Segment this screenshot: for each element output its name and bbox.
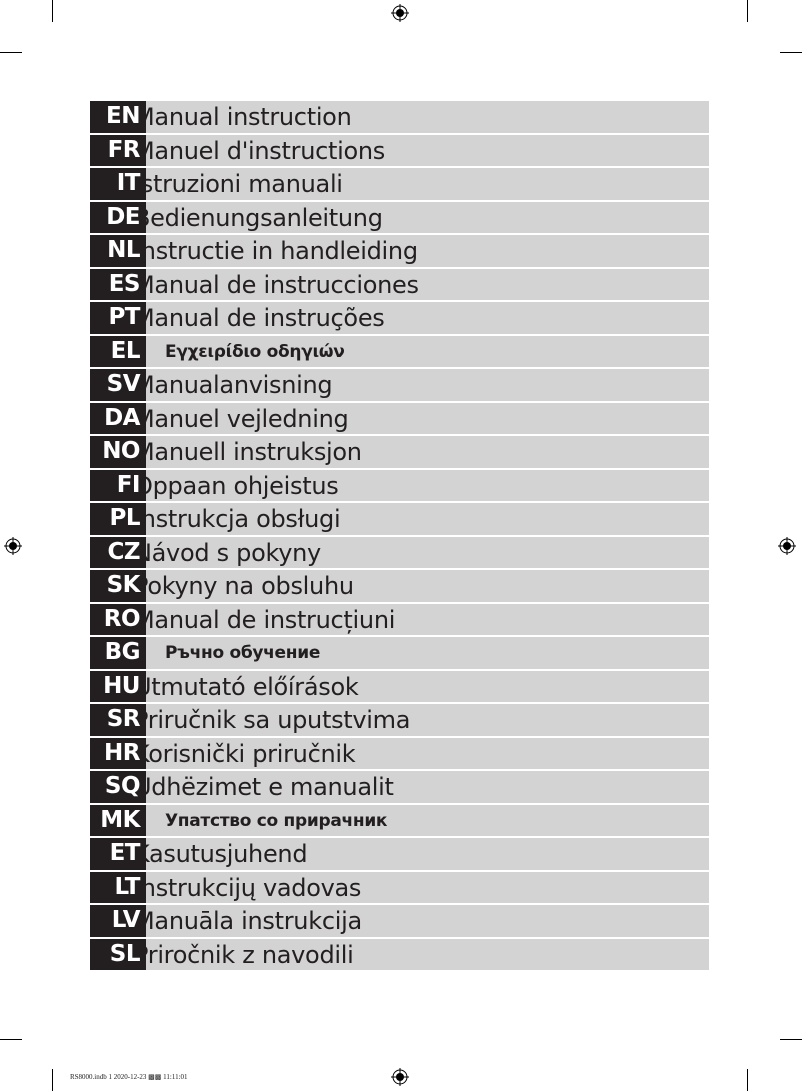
- crop-mark: [0, 1039, 22, 1040]
- language-row-mk: MK Упатство со прирачник: [90, 804, 709, 836]
- language-row-no: NO Manuell instruksjon: [90, 436, 709, 468]
- language-code: FR: [90, 134, 146, 166]
- manual-title: Упатство со прирачник: [165, 810, 388, 831]
- crop-mark: [0, 52, 22, 53]
- manual-title: Udhëzimet e manualit: [134, 773, 394, 801]
- language-code: ES: [90, 268, 146, 300]
- language-code: HR: [90, 737, 146, 769]
- language-row-fr: FR Manuel d'instructions: [90, 134, 709, 166]
- manual-title: Manualanvisning: [134, 371, 333, 399]
- manual-title: Εγχειρίδιο οδηγιών: [165, 341, 345, 362]
- language-row-nl: NL Instructie in handleiding: [90, 235, 709, 267]
- manual-title: Instructie in handleiding: [134, 237, 418, 265]
- registration-mark-icon: [391, 4, 409, 22]
- language-row-hu: HU Útmutató előírások: [90, 670, 709, 702]
- manual-title: Korisnički priručnik: [134, 739, 356, 768]
- language-code: ET: [90, 838, 146, 870]
- manual-title: Priročnik z navodili: [134, 940, 354, 969]
- manual-title: Oppaan ohjeistus: [134, 471, 339, 500]
- manual-title: Instrukcja obsługi: [134, 505, 341, 533]
- language-row-es: ES Manual de instrucciones: [90, 268, 709, 300]
- language-code: RO: [90, 603, 146, 635]
- language-row-sr: SR Priručnik sa uputstvima: [90, 704, 709, 736]
- language-row-da: DA Manuel vejledning: [90, 402, 709, 434]
- language-code: LT: [90, 871, 146, 903]
- language-code: LV: [90, 905, 146, 937]
- language-row-pt: PT Manual de instruções: [90, 302, 709, 334]
- registration-mark-icon: [391, 1068, 409, 1086]
- language-row-it: IT Istruzioni manuali: [90, 168, 709, 200]
- language-code: SV: [90, 369, 146, 401]
- language-code: EL: [90, 335, 146, 367]
- manual-title: Pokyny na obsluhu: [134, 572, 354, 600]
- language-code: SK: [90, 570, 146, 602]
- language-row-el: EL Εγχειρίδιο οδηγιών: [90, 335, 709, 367]
- language-code: NO: [90, 436, 146, 468]
- language-code: EN: [90, 101, 146, 133]
- language-code: CZ: [90, 536, 146, 568]
- language-row-pl: PL Instrukcja obsługi: [90, 503, 709, 535]
- language-code: DE: [90, 201, 146, 233]
- language-code: BG: [90, 637, 146, 669]
- registration-mark-icon: [4, 537, 22, 555]
- language-row-en: EN Manual instruction: [90, 101, 709, 133]
- manual-title: Manual de instrucțiuni: [134, 605, 396, 634]
- manual-title: Manual de instruções: [134, 304, 385, 332]
- language-row-hr: HR Korisnički priručnik: [90, 737, 709, 769]
- language-row-de: DE Bedienungsanleitung: [90, 201, 709, 233]
- manual-title: Istruzioni manuali: [134, 170, 343, 198]
- manual-title: Manuāla instrukcija: [134, 907, 362, 935]
- language-row-bg: BG Ръчно обучение: [90, 637, 709, 669]
- language-code: PL: [90, 503, 146, 535]
- manual-title: Kasutusjuhend: [134, 840, 308, 868]
- language-code: IT: [90, 168, 146, 200]
- language-row-lv: LV Manuāla instrukcija: [90, 905, 709, 937]
- manual-title: Ръчно обучение: [165, 643, 321, 663]
- language-code: MK: [90, 804, 146, 836]
- manual-title: Útmutató előírások: [134, 672, 359, 701]
- language-code: SQ: [90, 771, 146, 803]
- language-row-et: ET Kasutusjuhend: [90, 838, 709, 870]
- crop-mark: [780, 52, 802, 53]
- language-row-lt: LT Instrukcijų vadovas: [90, 871, 709, 903]
- language-row-fi: FI Oppaan ohjeistus: [90, 469, 709, 501]
- language-row-cz: CZ Návod s pokyny: [90, 536, 709, 568]
- crop-mark: [780, 1039, 802, 1040]
- registration-mark-icon: [778, 537, 796, 555]
- language-row-sq: SQ Udhëzimet e manualit: [90, 771, 709, 803]
- manual-title: Manuel d'instructions: [134, 136, 385, 165]
- language-code: FI: [90, 469, 146, 501]
- language-code: NL: [90, 235, 146, 267]
- crop-mark: [747, 0, 748, 22]
- crop-mark: [52, 1069, 53, 1091]
- crop-mark: [747, 1069, 748, 1091]
- manual-title: Manuel vejledning: [134, 404, 349, 433]
- manual-title: Manual de instrucciones: [134, 270, 419, 299]
- language-row-ro: RO Manual de instrucțiuni: [90, 603, 709, 635]
- language-code: DA: [90, 402, 146, 434]
- print-slug: RS8000.indb 1 2020-12-23 ▩▩ 11:11:01: [70, 1073, 188, 1081]
- manual-title: Návod s pokyny: [134, 538, 321, 567]
- crop-mark: [52, 0, 53, 22]
- language-list: EN Manual instruction FR Manuel d'instructi…: [90, 101, 709, 972]
- language-row-sl: SL Priročnik z navodili: [90, 938, 709, 970]
- language-code: SL: [90, 938, 146, 970]
- language-row-sk: SK Pokyny na obsluhu: [90, 570, 709, 602]
- manual-title: Priručnik sa uputstvima: [134, 706, 411, 734]
- manual-title: Instrukcijų vadovas: [134, 873, 362, 902]
- language-code: SR: [90, 704, 146, 736]
- language-code: PT: [90, 302, 146, 334]
- manual-title: Manual instruction: [134, 103, 352, 131]
- manual-title: Manuell instruksjon: [134, 438, 362, 466]
- manual-title: Bedienungsanleitung: [134, 203, 383, 232]
- language-code: HU: [90, 670, 146, 702]
- language-row-sv: SV Manualanvisning: [90, 369, 709, 401]
